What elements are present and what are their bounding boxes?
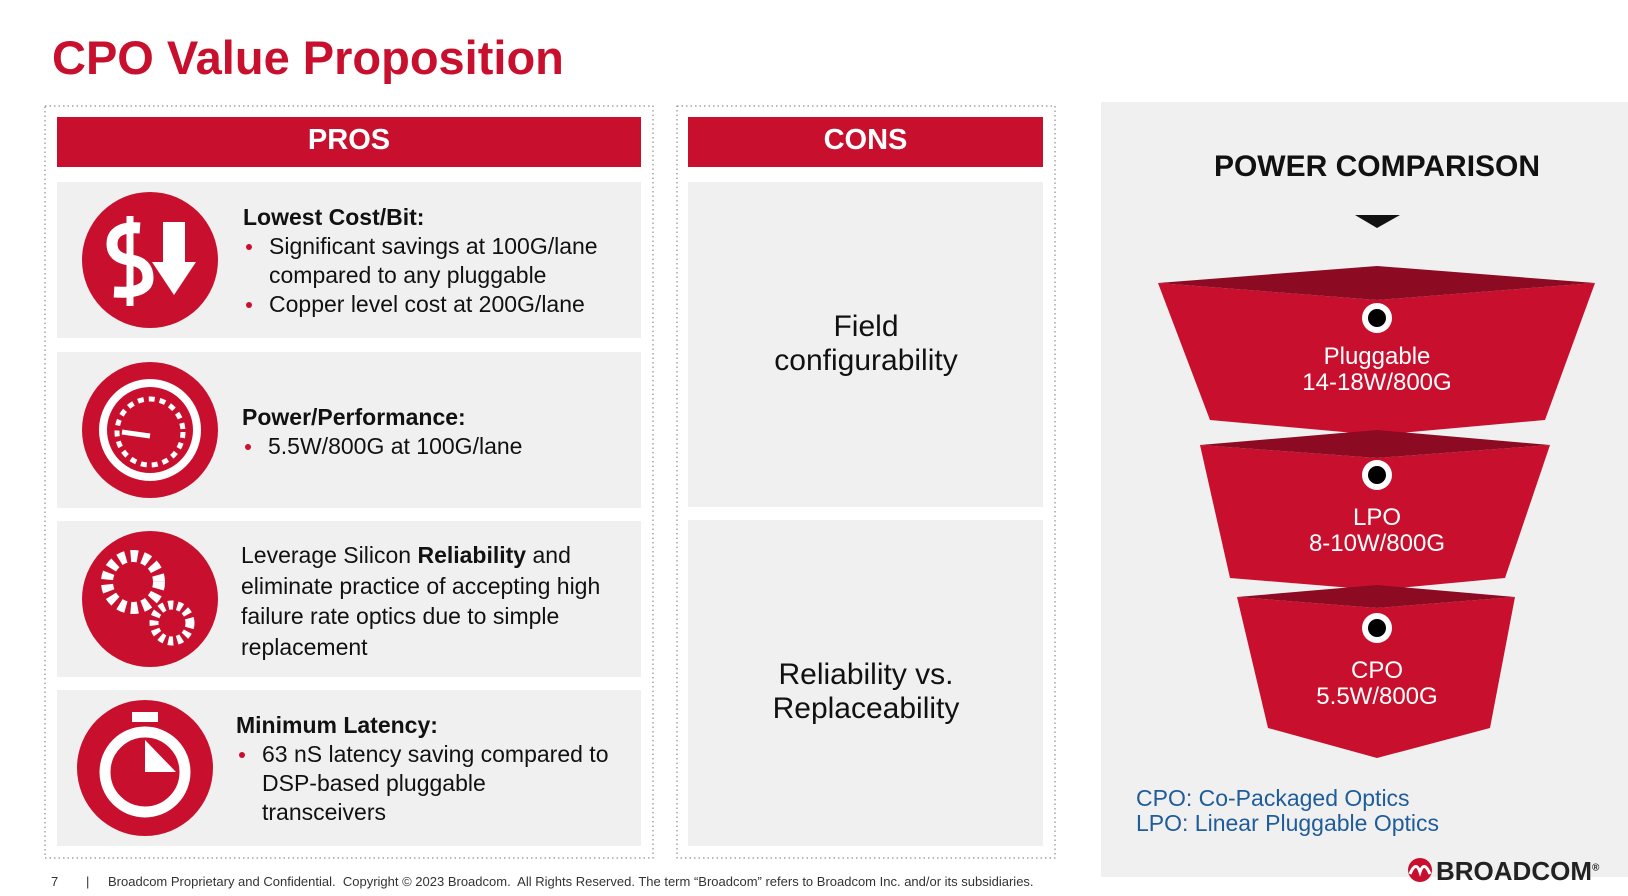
tier-value: 14-18W/800G [1302,369,1452,396]
con-item: Field configurability [686,310,1046,378]
bullet: 5.5W/800G at 100G/lane [242,432,622,461]
logo-text: BROADCOM [1436,856,1592,886]
pro-item: Power/Performance: 5.5W/800G at 100G/lan… [242,403,622,461]
tier-value: 8-10W/800G [1308,530,1446,557]
legend: LPO: Linear Pluggable Optics [1136,810,1440,836]
pro-heading: Lowest Cost/Bit: [243,204,425,230]
line: Reliability vs. [778,658,954,691]
cons-heading: CONS [823,124,908,156]
bullet: Significant savings at 100G/lane compare… [243,232,623,290]
text: and eliminate practice of accepting high… [241,542,601,660]
pro-item: Leverage Silicon Reliability and elimina… [241,540,621,662]
line: configurability [774,344,958,377]
title: CPO Value Proposition [52,31,564,84]
logo-mark: ® [1592,862,1600,874]
line: Field [833,310,899,343]
tier-name: Pluggable [1323,343,1431,370]
logo: BROADCOM® [1436,856,1599,887]
page-number: 7 [51,874,59,889]
tier-value: 5.5W/800G [1316,683,1438,710]
separator: | [86,874,90,889]
footer-text: Broadcom Proprietary and Confidential. C… [108,874,1034,889]
tier-name: LPO [1352,504,1402,531]
tier: CPO 5.5W/800G [1227,658,1527,710]
legend: CPO: Co-Packaged Optics [1136,785,1410,811]
pro-heading: Power/Performance: [242,404,466,430]
pro-item: Lowest Cost/Bit: Significant savings at … [243,203,623,319]
tier: Pluggable 14-18W/800G [1227,344,1527,396]
bullet: Copper level cost at 200G/lane [243,290,623,319]
power-title: POWER COMPARISON [1213,150,1541,183]
pro-item: Minimum Latency: 63 nS latency saving co… [236,711,616,827]
tier-name: CPO [1350,657,1403,684]
text-bold: Reliability [417,542,527,568]
pros-heading: PROS [307,124,391,156]
pro-heading: Minimum Latency: [236,712,438,738]
con-item: Reliability vs. Replaceability [686,658,1046,726]
bullet: 63 nS latency saving compared to DSP-bas… [236,740,616,827]
text: Leverage Silicon [241,542,418,568]
tier: LPO 8-10W/800G [1227,505,1527,557]
line: Replaceability [772,692,960,725]
